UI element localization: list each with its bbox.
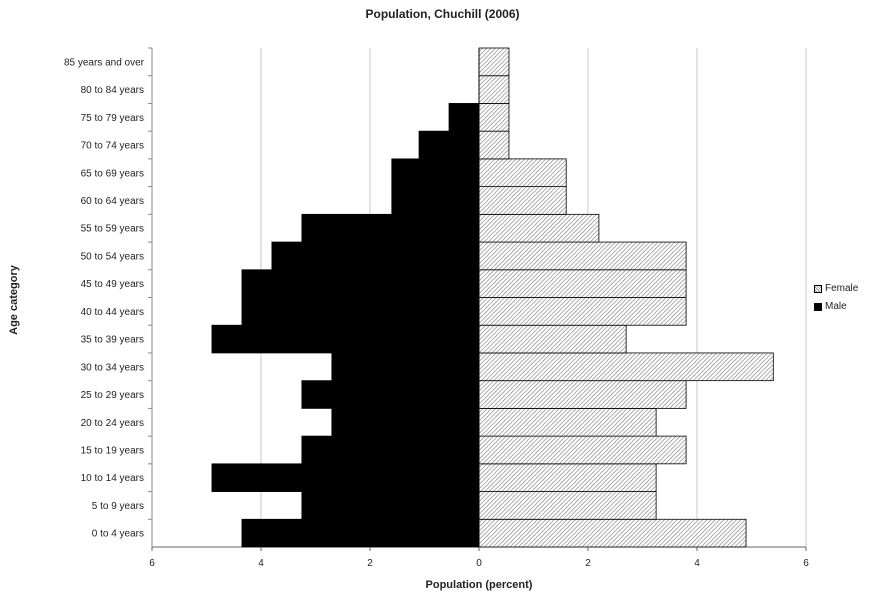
- y-tick-label: 5 to 9 years: [92, 501, 144, 512]
- bar-male: [331, 407, 480, 437]
- y-tick-label: 0 to 4 years: [92, 529, 144, 540]
- bar-male: [241, 518, 480, 548]
- y-tick-label: 40 to 44 years: [81, 307, 144, 318]
- bar-male: [391, 158, 480, 188]
- bar-male: [391, 186, 480, 215]
- x-tick-label: 2: [367, 558, 373, 569]
- bar-female: [478, 435, 687, 465]
- bar-female: [478, 130, 510, 160]
- y-tick-label: 50 to 54 years: [81, 251, 144, 262]
- x-tick-label: 0: [476, 558, 482, 569]
- bar-male: [418, 130, 480, 160]
- bar-female: [478, 158, 567, 188]
- x-tick-label: 2: [585, 558, 591, 569]
- x-tick-label: 6: [149, 558, 155, 569]
- bar-male: [331, 352, 480, 382]
- bar-female: [478, 269, 687, 298]
- bar-male: [301, 491, 480, 520]
- y-tick-label: 25 to 29 years: [81, 390, 144, 401]
- x-tick-label: 4: [694, 558, 700, 569]
- bar-male: [271, 241, 480, 271]
- bar-female: [478, 297, 687, 326]
- y-tick-label: 85 years and over: [64, 57, 145, 68]
- legend-item-male: Male: [814, 301, 847, 312]
- legend-label-female: Female: [825, 283, 859, 294]
- bar-male: [211, 324, 480, 354]
- legend: Female Male: [812, 281, 882, 317]
- bar-female: [478, 352, 774, 382]
- y-tick-label: 70 to 74 years: [81, 141, 144, 152]
- y-tick-label: 10 to 14 years: [81, 473, 144, 484]
- female-swatch: [814, 284, 822, 293]
- bar-female: [478, 463, 657, 492]
- bar-female: [478, 213, 600, 243]
- y-tick-label: 30 to 34 years: [81, 362, 144, 373]
- y-axis-label: Age category: [8, 265, 20, 335]
- bar-female: [478, 324, 627, 354]
- y-tick-label: 55 to 59 years: [81, 224, 144, 235]
- legend-label-male: Male: [825, 301, 847, 312]
- bar-female: [478, 241, 687, 271]
- bar-female: [478, 103, 510, 132]
- bar-male: [241, 269, 480, 298]
- bar-male: [301, 380, 480, 409]
- y-tick-label: 60 to 64 years: [81, 196, 144, 207]
- bar-female: [478, 491, 657, 520]
- bar-female: [478, 380, 687, 409]
- chart-title: Population, Chuchill (2006): [365, 7, 520, 21]
- bar-female: [478, 47, 510, 77]
- bar-female: [478, 407, 657, 437]
- legend-item-female: Female: [814, 283, 858, 294]
- x-axis-label: Population (percent): [425, 579, 533, 591]
- bar-female: [478, 186, 567, 215]
- y-tick-label: 15 to 19 years: [81, 445, 144, 456]
- male-swatch: [814, 302, 822, 311]
- y-tick-label: 80 to 84 years: [81, 85, 144, 96]
- bar-female: [478, 518, 747, 548]
- bar-male: [241, 297, 480, 326]
- bar-female: [478, 75, 510, 104]
- x-tick-label: 6: [803, 558, 809, 569]
- bar-male: [301, 435, 480, 465]
- bar-male: [448, 103, 480, 132]
- bar-male: [301, 213, 480, 243]
- y-tick-label: 65 to 69 years: [81, 168, 144, 179]
- y-tick-label: 35 to 39 years: [81, 335, 144, 346]
- y-tick-label: 75 to 79 years: [81, 113, 144, 124]
- y-tick-label: 20 to 24 years: [81, 418, 144, 429]
- bar-male: [211, 463, 480, 492]
- x-tick-label: 4: [258, 558, 264, 569]
- y-tick-label: 45 to 49 years: [81, 279, 144, 290]
